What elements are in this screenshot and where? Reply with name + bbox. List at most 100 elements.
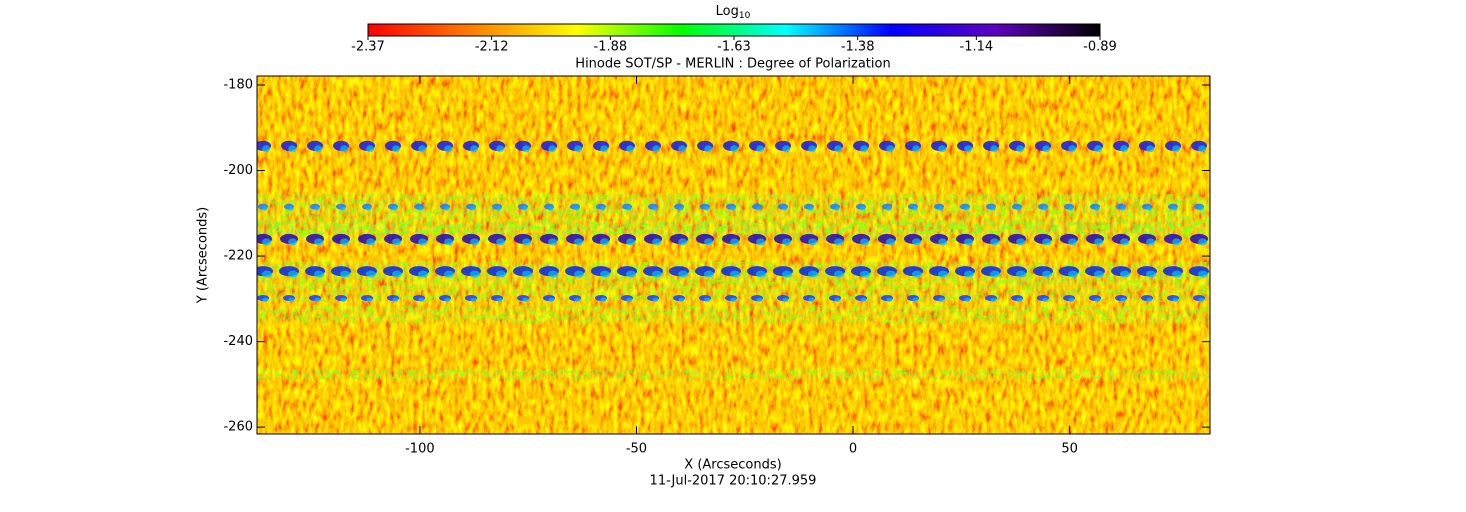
image-blob-edge <box>704 206 710 211</box>
image-blob-edge <box>340 297 347 302</box>
image-blob-edge <box>1042 145 1051 153</box>
colorbar-tick-label: -2.37 <box>351 40 385 55</box>
image-blob-edge <box>756 270 766 278</box>
image-background <box>257 76 1210 434</box>
image-blob-edge <box>418 238 428 246</box>
image-blob-edge <box>860 206 866 211</box>
image-blob-edge <box>470 297 477 302</box>
image-blob-edge <box>652 238 662 246</box>
image-blob-edge <box>964 206 970 211</box>
x-tick-label: -100 <box>405 442 435 457</box>
image-blob-edge <box>314 297 321 302</box>
image-blob-edge <box>548 238 558 246</box>
image-blob-edge <box>860 297 867 302</box>
image-blob-edge <box>1146 238 1156 246</box>
image-blob-edge <box>444 270 454 278</box>
image-blob-edge <box>1120 297 1127 302</box>
image-blob-edge <box>990 270 1000 278</box>
image-blob-edge <box>600 206 606 211</box>
image-blob-edge <box>782 145 791 153</box>
image-blob-edge <box>262 270 272 278</box>
image-blob-edge <box>444 206 450 211</box>
chart-title: Hinode SOT/SP - MERLIN : Degree of Polar… <box>575 57 890 72</box>
image-blob-edge <box>938 297 945 302</box>
image-blob-edge <box>314 145 323 153</box>
image-blob-edge <box>1172 270 1182 278</box>
image-blob-edge <box>470 206 476 211</box>
image-blob-edge <box>626 238 636 246</box>
image-blob-edge <box>392 145 401 153</box>
image-blob-edge <box>522 270 532 278</box>
image-blob-edge <box>314 238 324 246</box>
image-blob-edge <box>1016 206 1022 211</box>
image-blob-edge <box>782 297 789 302</box>
image-blob-edge <box>938 145 947 153</box>
image-blob-edge <box>730 238 740 246</box>
image-blob-edge <box>1120 145 1129 153</box>
image-blob-edge <box>1068 238 1078 246</box>
image-blob-edge <box>522 206 528 211</box>
image-blob-edge <box>262 238 272 246</box>
image-blob-edge <box>1198 297 1205 302</box>
image-blob-edge <box>444 145 453 153</box>
image-blob-edge <box>964 297 971 302</box>
image-blob-edge <box>522 238 532 246</box>
image-blob-edge <box>860 270 870 278</box>
image-blob-edge <box>808 206 814 211</box>
y-axis-label: Y (Arcseconds) <box>196 207 211 304</box>
image-blob-edge <box>1042 297 1049 302</box>
image <box>257 76 1210 434</box>
image-blob-edge <box>704 238 714 246</box>
image-blob-edge <box>730 206 736 211</box>
image-blob-edge <box>730 297 737 302</box>
image-blob-edge <box>548 297 555 302</box>
image-blob-edge <box>808 145 817 153</box>
image-blob-edge <box>704 270 714 278</box>
subtitle: 11-Jul-2017 20:10:27.959 <box>650 474 817 489</box>
colorbar-label-base: Log <box>716 4 739 19</box>
image-blob-edge <box>938 206 944 211</box>
image-blob-edge <box>834 145 843 153</box>
image-blob-edge <box>1198 145 1207 153</box>
image-blob-edge <box>1094 270 1104 278</box>
y-tick-label: -200 <box>223 163 253 178</box>
image-blob-edge <box>626 270 636 278</box>
y-tick-label: -180 <box>223 77 253 92</box>
image-blob-edge <box>496 206 502 211</box>
colorbar-tick-label: -1.88 <box>594 40 628 55</box>
image-blob-edge <box>938 238 948 246</box>
image-blob-edge <box>678 238 688 246</box>
image-blob-edge <box>574 238 584 246</box>
image-band <box>257 305 1210 324</box>
image-blob-edge <box>366 270 376 278</box>
image-blob-edge <box>1120 206 1126 211</box>
image-blob-edge <box>1146 297 1153 302</box>
image-blob-edge <box>392 206 398 211</box>
image-blob-edge <box>1016 297 1023 302</box>
image-blob-edge <box>288 297 295 302</box>
image-blob-edge <box>1146 206 1152 211</box>
image-blob-edge <box>834 297 841 302</box>
colorbar-tick-label: -1.14 <box>960 40 994 55</box>
image-blob-edge <box>782 206 788 211</box>
image-blob-edge <box>990 206 996 211</box>
image-blob-edge <box>340 270 350 278</box>
colorbar-label: Log10 <box>716 4 751 21</box>
image-blob-edge <box>600 145 609 153</box>
image-blob-edge <box>1120 238 1130 246</box>
image-blob-edge <box>834 270 844 278</box>
image-blob-edge <box>574 206 580 211</box>
image-blob-edge <box>1016 145 1025 153</box>
image-blob-edge <box>1172 206 1178 211</box>
image-blob-edge <box>860 145 869 153</box>
image-blob-edge <box>496 145 505 153</box>
image-blob-edge <box>912 206 918 211</box>
image-blob-edge <box>1094 145 1103 153</box>
image-blob-edge <box>886 270 896 278</box>
image-blob-edge <box>886 238 896 246</box>
image-blob-edge <box>1068 145 1077 153</box>
image-blob-edge <box>470 145 479 153</box>
image-blob-edge <box>1094 297 1101 302</box>
image-features <box>257 140 1210 379</box>
